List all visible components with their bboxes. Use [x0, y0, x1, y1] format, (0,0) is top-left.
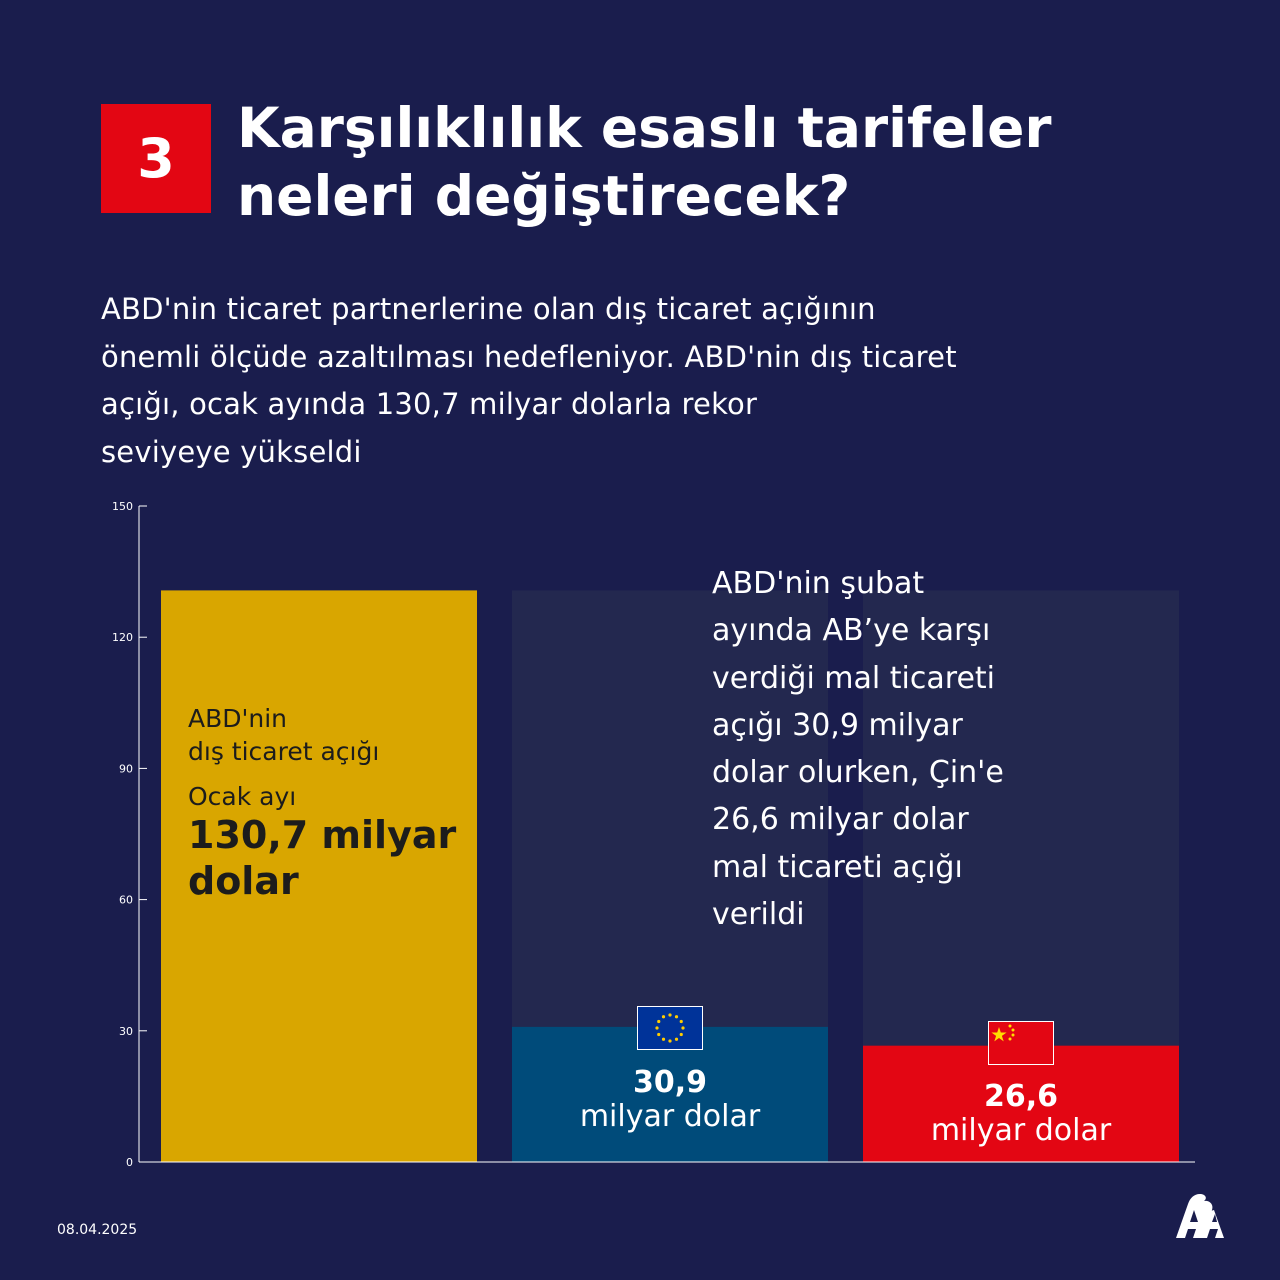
eu-star	[657, 1032, 661, 1037]
subtitle: ABD'nin ticaret partnerlerine olan dış t…	[101, 286, 1191, 476]
us-bar-label: ABD'nin dış ticaret açığı Ocak ayı 130,7…	[188, 702, 478, 903]
bar-çin	[863, 1045, 1179, 1162]
eu-star	[674, 1037, 679, 1041]
eu-star	[674, 1015, 679, 1019]
section-number-badge: 3	[101, 104, 211, 213]
cn-value: 26,6	[983, 1079, 1059, 1114]
eu-star	[661, 1037, 666, 1041]
annotation-line: mal ticareti açığı	[712, 849, 963, 885]
eu-star	[679, 1019, 683, 1024]
us-month: Ocak ayı	[188, 782, 297, 811]
subtitle-line-3: açığı, ocak ayında 130,7 milyar dolarla …	[101, 387, 758, 421]
eu-unit: milyar dolar	[579, 1099, 761, 1134]
y-tick-label: 120	[112, 631, 133, 644]
annotation-line: açığı 30,9 milyar	[712, 707, 963, 743]
eu-flag-icon	[637, 1006, 703, 1050]
subtitle-line-1: ABD'nin ticaret partnerlerine olan dış t…	[101, 292, 876, 326]
eu-star	[657, 1019, 661, 1024]
y-tick-label: 90	[119, 762, 133, 775]
cn-bar-label: 26,6 milyar dolar	[863, 1080, 1179, 1148]
us-label-line-2: dış ticaret açığı	[188, 737, 380, 766]
eu-star	[668, 1013, 672, 1017]
eu-star	[661, 1015, 666, 1019]
bar-abd	[161, 590, 477, 1162]
annotation-line: verildi	[712, 897, 805, 933]
annotation-line: verdiği mal ticareti	[712, 660, 995, 696]
eu-star	[679, 1032, 683, 1037]
subtitle-line-2: önemli ölçüde azaltılması hedefleniyor. …	[101, 339, 957, 374]
y-tick-label: 0	[126, 1156, 133, 1169]
eu-star	[681, 1026, 685, 1030]
section-number: 3	[137, 127, 175, 190]
us-value-line-1: 130,7 milyar	[188, 813, 457, 857]
annotation-line: ABD'nin şubat	[712, 566, 925, 601]
eu-star	[655, 1026, 659, 1030]
china-flag-icon	[988, 1021, 1054, 1065]
title-line-1: Karşılıklılık esaslı tarifeler	[237, 96, 1052, 160]
subtitle-line-4: seviyeye yükseldi	[101, 434, 362, 469]
eu-star	[668, 1039, 672, 1043]
publish-date: 08.04.2025	[57, 1222, 138, 1238]
eu-bar-label: 30,9 milyar dolar	[512, 1066, 828, 1134]
page-title: Karşılıklılık esaslı tarifeler neleri de…	[237, 94, 1237, 230]
annotation-line: dolar olurken, Çin'e	[712, 755, 1004, 791]
y-tick-label: 30	[119, 1025, 133, 1038]
annotation-line: 26,6 milyar dolar	[712, 802, 969, 838]
annotation-line: ayında AB’ye karşı	[712, 613, 991, 649]
y-tick-label: 150	[112, 500, 133, 513]
cn-unit: milyar dolar	[930, 1113, 1112, 1148]
aa-logo-icon	[1176, 1194, 1224, 1238]
us-label-line-1: ABD'nin	[188, 704, 288, 733]
y-tick-label: 60	[119, 894, 133, 907]
us-value-line-2: dolar	[188, 859, 299, 903]
title-line-2: neleri değiştirecek?	[237, 164, 851, 228]
eu-value: 30,9	[632, 1065, 708, 1100]
annotation-text: ABD'nin şubat ayında AB’ye karşı verdiği m…	[712, 560, 1112, 938]
